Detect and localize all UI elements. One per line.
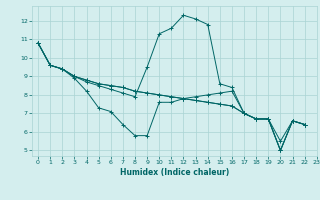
X-axis label: Humidex (Indice chaleur): Humidex (Indice chaleur) bbox=[120, 168, 229, 177]
